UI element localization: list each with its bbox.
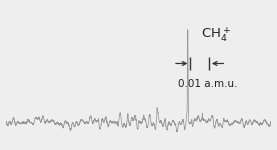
Text: 0.01 a.m.u.: 0.01 a.m.u. (178, 79, 237, 89)
Text: $\mathrm{CH_4^+}$: $\mathrm{CH_4^+}$ (201, 25, 231, 44)
